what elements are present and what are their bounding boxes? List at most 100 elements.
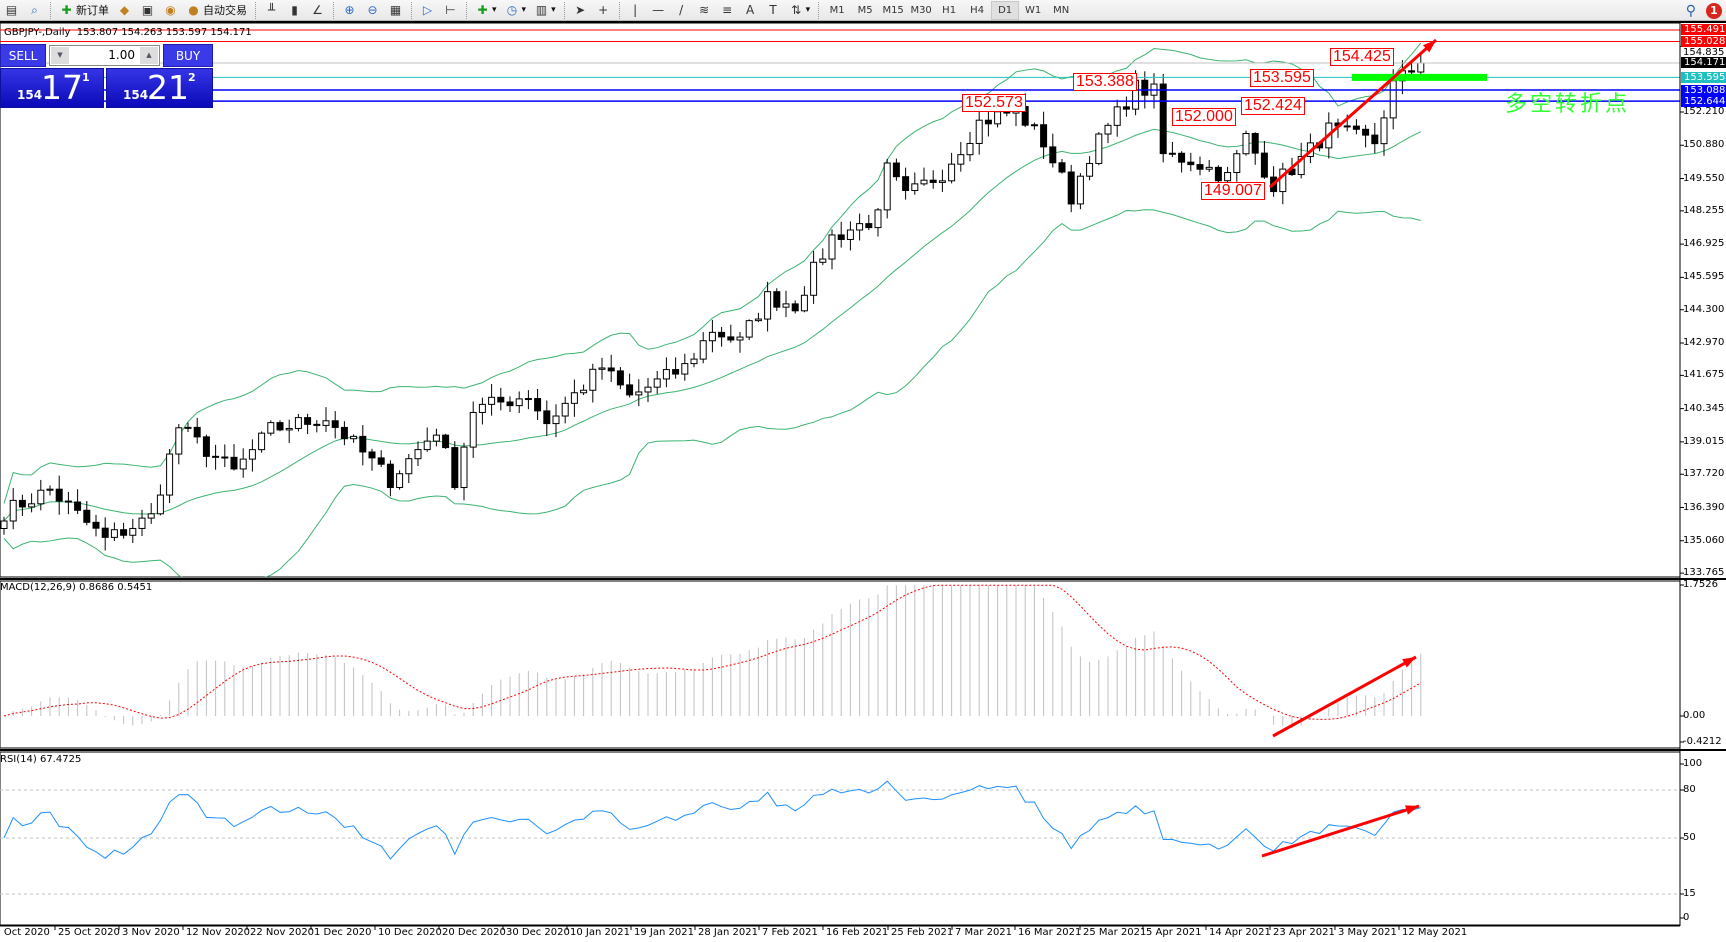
macd-trend-arrow[interactable] [1272,655,1417,738]
candle [552,404,560,438]
new-order-label: 新订单 [76,4,109,17]
line-chart-button[interactable]: ∠ [306,1,329,20]
time-axis-label: 22 Nov 2020 [250,927,315,938]
candle [1196,156,1204,176]
price-annotation[interactable]: 152.000 [1172,108,1236,126]
buy-button[interactable]: BUY [163,44,213,67]
bollinger-lower-band [3,209,1421,577]
search-icon[interactable]: ⚲ [1685,2,1696,19]
dropdown-arrow-icon[interactable]: ▾ [551,5,556,15]
lot-decrease-icon[interactable]: ▼ [51,47,69,64]
price-annotation[interactable]: 153.388 [1073,73,1137,91]
price-annotation[interactable]: 149.007 [1201,182,1265,200]
candle-body [607,367,615,372]
lot-size-value[interactable]: 1.00 [108,48,135,62]
templates-button[interactable]: ▥ ▾ [530,1,560,20]
candle-body [699,340,707,360]
signals-button[interactable]: ◉ [159,1,182,20]
text-label-button[interactable]: T [762,1,785,20]
cursor-button[interactable]: ➤ [569,1,592,20]
sell-button[interactable]: SELL [0,44,46,67]
candle-body [745,320,753,338]
price-annotation[interactable]: 152.573 [962,94,1026,112]
crosshair-button[interactable]: + [592,1,615,20]
autoscroll-button[interactable]: ▷ [416,1,439,20]
price-annotation[interactable]: 152.424 [1241,97,1305,115]
timeframe-h1[interactable]: H1 [942,4,957,16]
bar-chart-icon: ╨ [267,2,276,17]
timeframe-m30[interactable]: M30 [910,4,932,16]
price-axis-label: 146.925 [1683,238,1725,250]
market-watch-button[interactable]: ◆ [113,1,136,20]
candle-body [37,489,45,505]
dropdown-arrow-icon[interactable]: ▾ [492,5,497,15]
tile-windows-button[interactable]: ▦ [384,1,407,20]
candle [782,290,790,318]
bar-chart-button[interactable]: ╨ [260,1,283,20]
candle [340,421,348,446]
dropdown-arrow-icon[interactable]: ▾ [521,5,527,15]
zoom-out-button[interactable]: ⊖ [361,1,384,20]
candle-body [331,420,339,428]
timeframe-m1[interactable]: M1 [829,4,845,16]
buy-price-box[interactable]: 154 21 2 [106,68,213,108]
candle-body [64,500,72,503]
periods-button[interactable]: ◷ ▾ [501,1,531,20]
fibonacci-button[interactable]: ≋ [693,1,716,20]
indicators-button[interactable]: ✚ ▾ [471,1,501,20]
notifications-badge[interactable]: 1 [1706,2,1722,19]
timeframe-d1[interactable]: D1 [991,0,1020,20]
candle-body [377,457,385,465]
candle-body [212,455,220,458]
lot-size-input[interactable]: ▼ 1.00 ▲ [49,45,160,66]
vertical-line-icon: | [633,2,638,17]
candle-body [672,369,680,375]
candle [0,516,8,535]
candle-body [782,303,790,308]
price-annotation[interactable]: 154.425 [1330,48,1394,66]
price-axis-label: 145.595 [1683,271,1725,283]
candle-body [883,162,891,211]
candle [386,460,394,497]
auto-trading-button[interactable]: ● 自动交易 [182,1,251,20]
candle-body [1205,166,1213,170]
price-axis-label: 136.390 [1683,501,1725,513]
zoom-in-button[interactable]: ⊕ [338,1,361,20]
dropdown-arrow-icon[interactable]: ▾ [805,5,811,15]
lot-increase-icon[interactable]: ▲ [140,47,158,64]
candle-body [1076,175,1084,205]
price-level-label: 155.028 [1681,36,1726,48]
new-order-button[interactable]: ✚ 新订单 [55,1,113,20]
zoom-window-button[interactable]: ⌕ [23,1,46,20]
candle [653,370,661,394]
candle [984,109,992,137]
price-trend-arrow[interactable] [1269,38,1437,189]
arrows-button[interactable]: ⇅ ▾ [785,1,815,20]
price-annotation[interactable]: 153.595 [1250,69,1314,87]
rsi-trend-arrow[interactable] [1261,804,1420,858]
sell-price-box[interactable]: 154 17 1 [0,68,104,108]
navigator-button[interactable]: ▣ [136,1,159,20]
channel-button[interactable]: ≡ [716,1,739,20]
timeframe-h4[interactable]: H4 [970,4,985,16]
candle-body [534,398,542,412]
candle [64,491,72,515]
timeframe-mn[interactable]: MN [1053,4,1070,16]
candle-body [975,119,983,144]
timeframe-w1[interactable]: W1 [1025,4,1042,16]
text-button[interactable]: A [739,1,762,20]
chart-window[interactable] [0,21,1726,942]
candlestick-button[interactable]: ▮ [283,1,306,20]
price-axis-label: 154.835 [1683,46,1725,58]
candle [727,324,735,343]
timeframe-m15[interactable]: M15 [882,4,904,16]
trendline-button[interactable]: / [670,1,693,20]
new-chart-button[interactable]: ▤ [0,1,23,20]
horizontal-line-button[interactable]: — [647,1,670,20]
chart-shift-button[interactable]: ⊢ [439,1,462,20]
vertical-line-button[interactable]: | [624,1,647,20]
timeframe-m5[interactable]: M5 [857,4,873,16]
time-axis-label: 14 Apr 2021 [1209,927,1271,938]
time-axis-label: 12 May 2021 [1402,927,1468,938]
